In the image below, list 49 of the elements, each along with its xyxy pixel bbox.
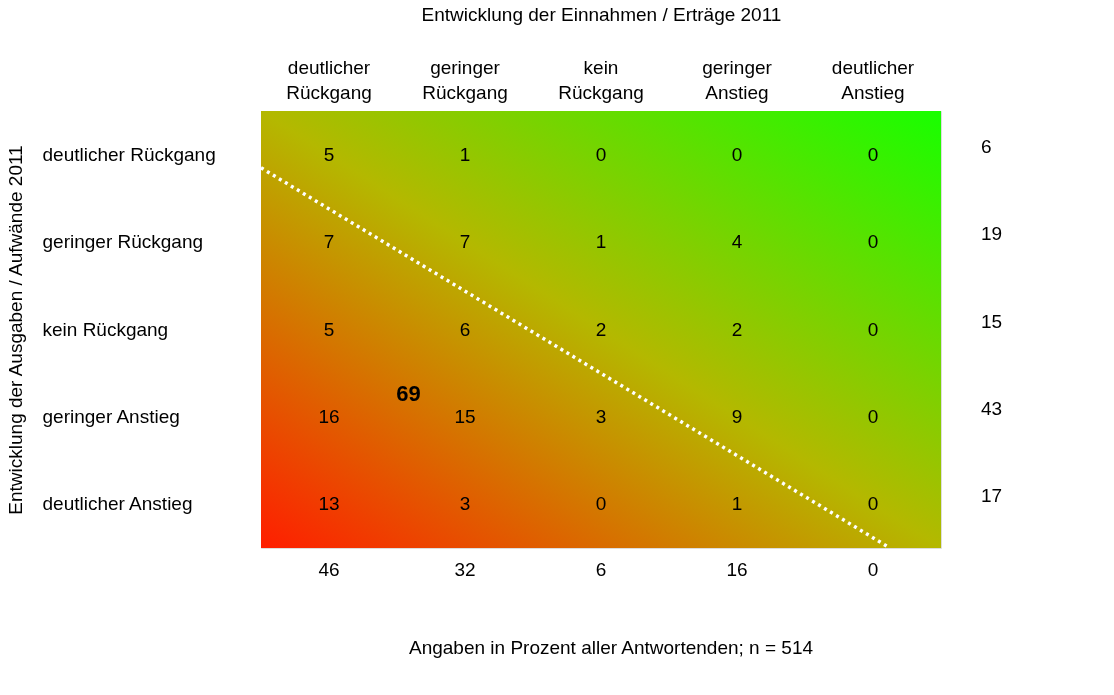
data-label: 0: [867, 318, 879, 340]
text: 32: [454, 559, 476, 580]
x-tick-label: deutlicher Rückgang: [286, 56, 372, 103]
y-axis-title: Entwicklung der Ausgaben / Aufwände 2011: [4, 145, 26, 515]
y2-tick-label: 15: [981, 310, 1003, 332]
text: 0: [867, 559, 879, 580]
data-label: 4: [731, 231, 743, 253]
data-label: 16: [318, 405, 340, 427]
data-label: 9: [731, 405, 743, 427]
y2-tick-label: 43: [981, 397, 1003, 419]
x-tick-label: geringer Rückgang: [422, 56, 508, 103]
data-label: 2: [731, 318, 743, 340]
data-label: 3: [595, 405, 607, 427]
data-label: 13: [318, 493, 340, 515]
data-label: 0: [731, 143, 743, 165]
x-tick-label: deutlicher Anstieg: [831, 56, 915, 103]
data-label: 1: [595, 231, 607, 253]
y2-tick-label: 19: [981, 223, 1003, 245]
data-label: 2: [595, 318, 607, 340]
data-label: 1: [731, 493, 743, 515]
data-label: 5: [323, 143, 335, 165]
text: 16: [726, 559, 748, 580]
data-label: 5: [323, 318, 335, 340]
data-label: 0: [867, 143, 879, 165]
category-label: 6: [595, 559, 607, 580]
x-tick-label: geringer Anstieg: [702, 56, 773, 103]
y-tick-label: deutlicher Rückgang: [42, 143, 216, 165]
y2-tick-label: 6: [981, 135, 992, 157]
data-label: 6: [459, 318, 471, 340]
y-tick-label: kein Rückgang: [42, 318, 169, 340]
data-label: 15: [454, 405, 476, 427]
data-label: 0: [867, 405, 879, 427]
annotation: 69: [396, 380, 421, 406]
data-label: 3: [459, 493, 471, 515]
y-tick-label: geringer Rückgang: [42, 231, 204, 253]
text: Angaben in Prozent aller Antwortenden; n = 514: [408, 637, 814, 658]
data-label: 0: [595, 143, 607, 165]
y-tick-label: deutlicher Anstieg: [42, 493, 193, 515]
y-tick-label: geringer Anstieg: [42, 405, 180, 427]
data-label: 7: [459, 231, 471, 253]
data-label: 1: [459, 143, 471, 165]
x-tick-label: kein Rückgang: [558, 56, 644, 103]
y2-tick-label: 17: [981, 485, 1003, 507]
data-label: 0: [595, 493, 607, 515]
data-label: 0: [867, 231, 879, 253]
x-axis-title: Entwicklung der Einnahmen / Erträge 2011: [421, 3, 782, 25]
data-label: 0: [867, 493, 879, 515]
text: 46: [318, 559, 340, 580]
data-label: 7: [323, 231, 335, 253]
